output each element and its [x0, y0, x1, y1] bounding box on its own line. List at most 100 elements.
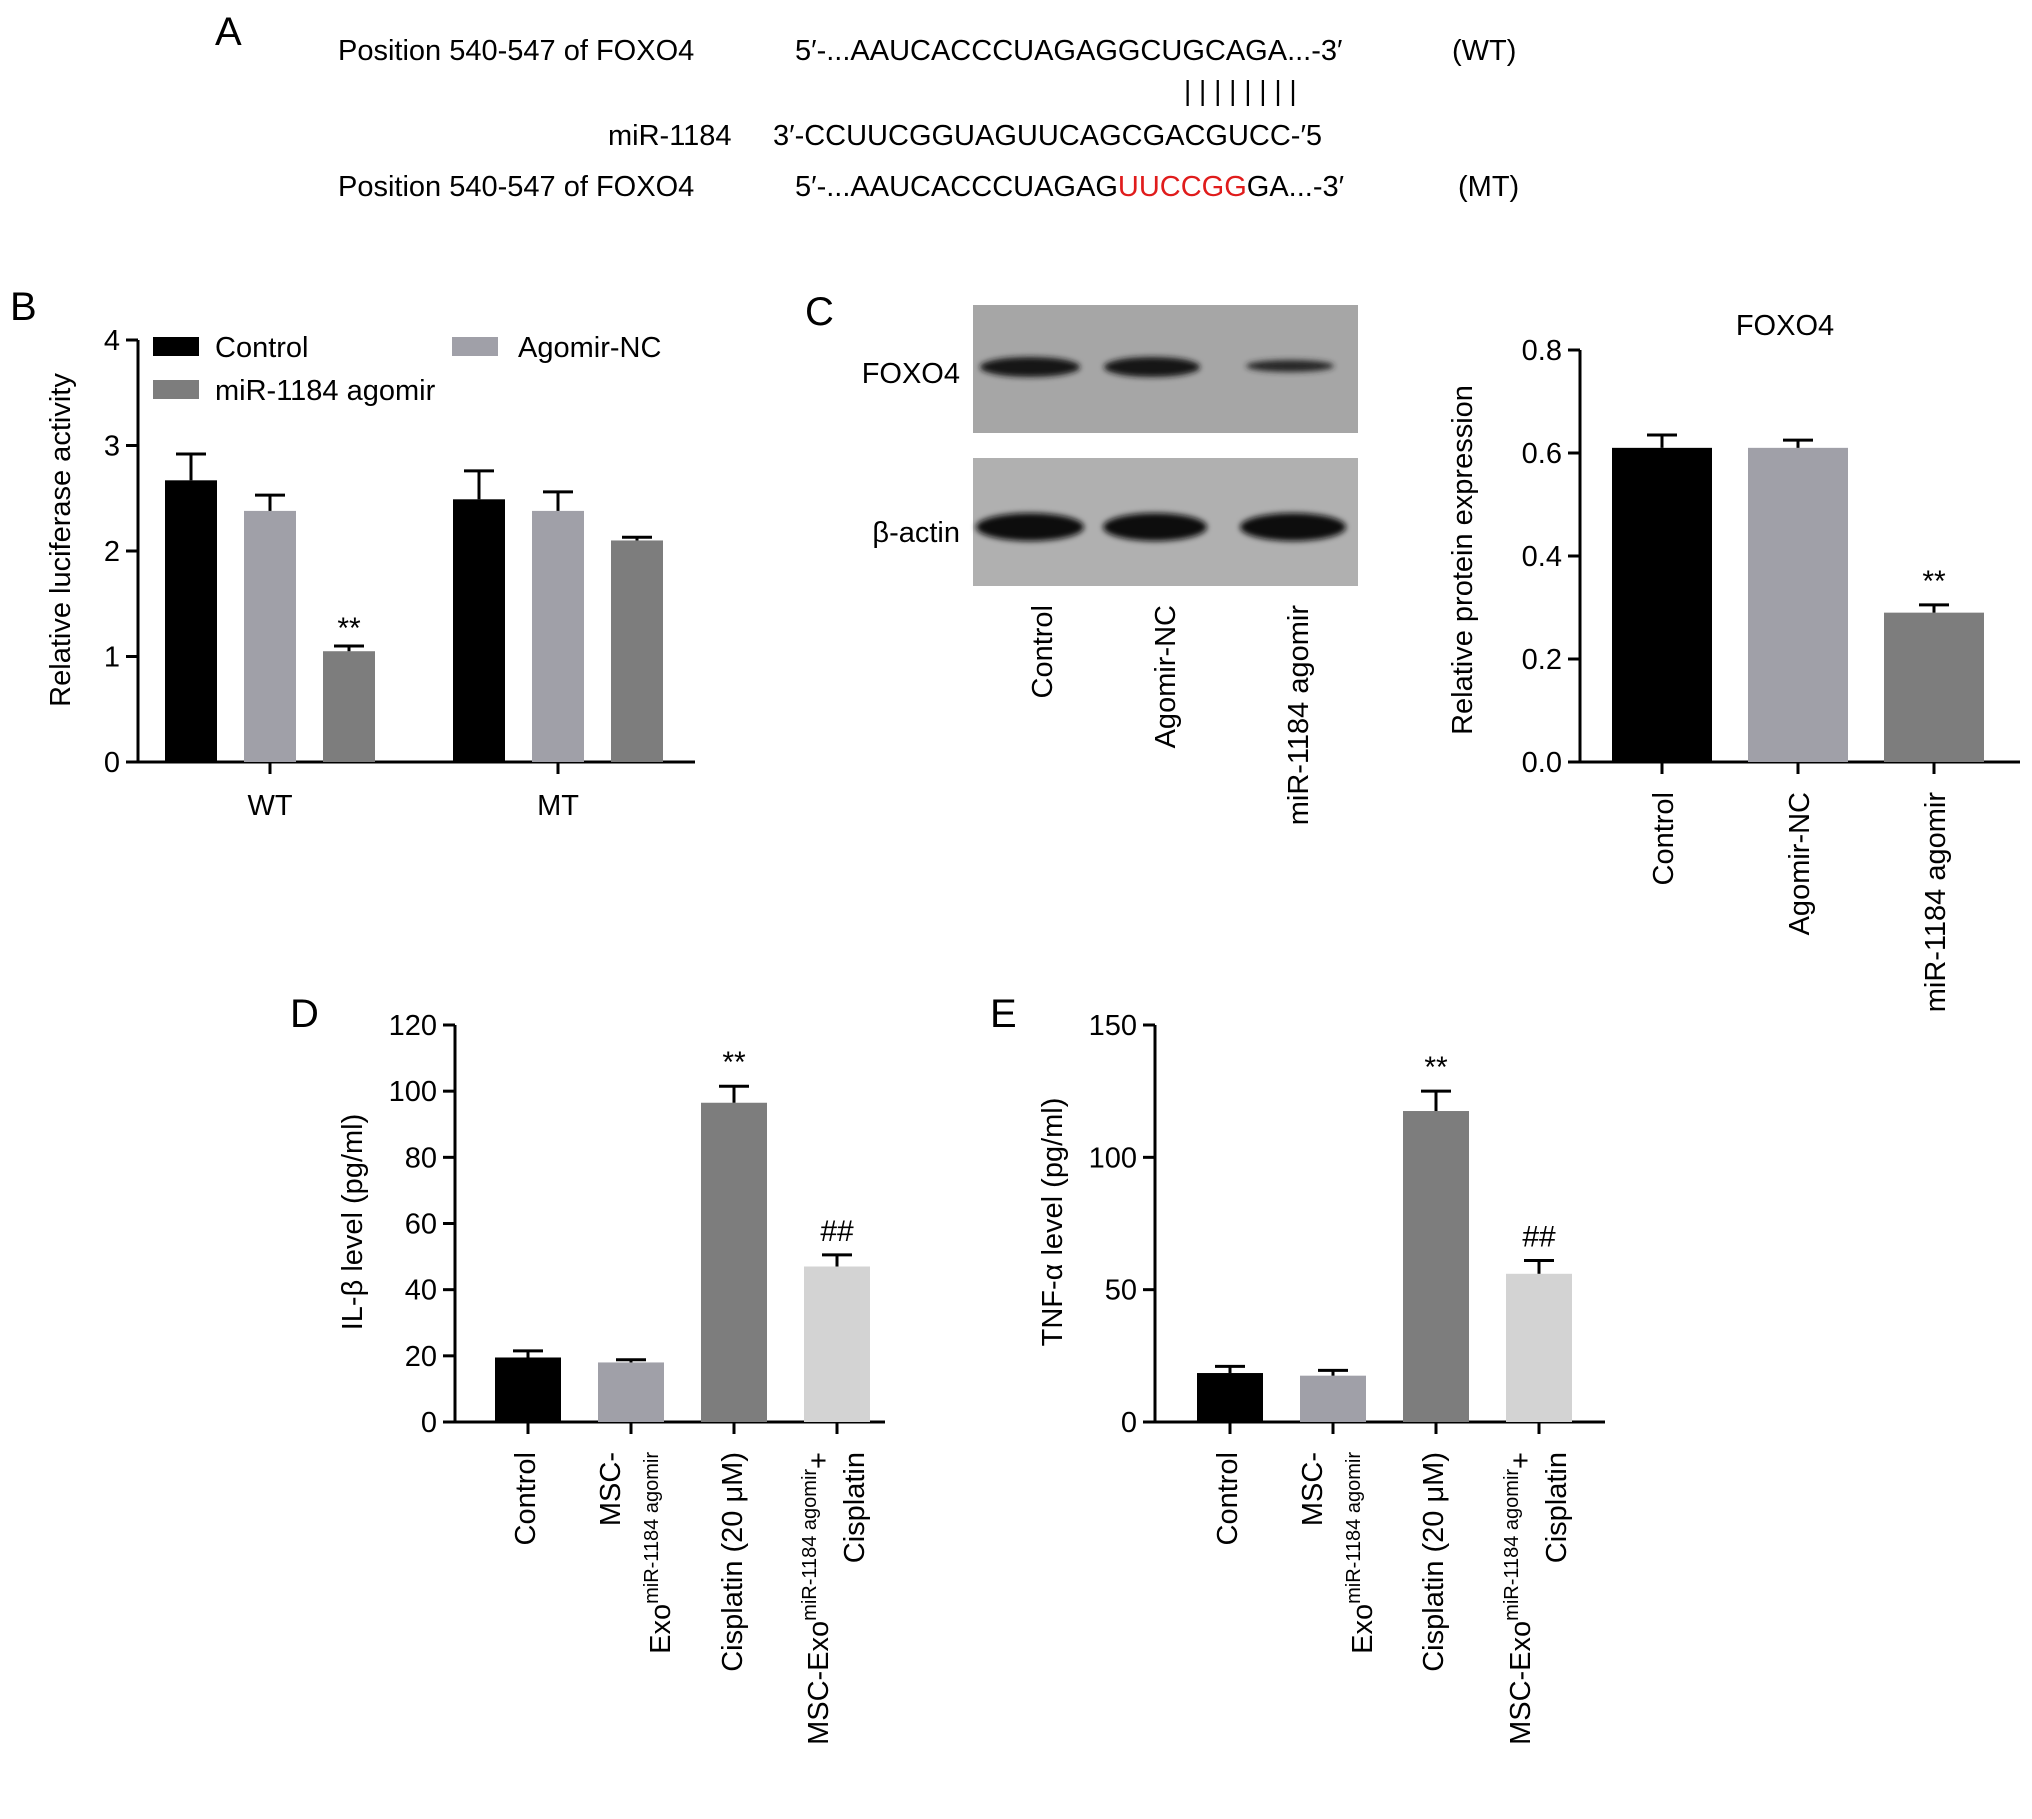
b-ytick-label: 1 — [104, 642, 120, 674]
legend-mir1184-agomir: miR-1184 agomir — [215, 375, 436, 407]
panel-c-letter: C — [805, 290, 834, 334]
d-xlabel-combo-line1: MSC-ExomiR-1184 agomir+ — [799, 1452, 835, 1745]
legend-swatch-agomir-nc — [452, 337, 498, 356]
row2-label: miR-1184 — [608, 120, 732, 152]
d-bars: ** ## — [495, 1046, 870, 1422]
c-ytick-label: 0.8 — [1522, 335, 1562, 367]
e-bar-2 — [1403, 1111, 1469, 1422]
d-xlabel-combo-plus: + — [803, 1452, 835, 1469]
b-axes: 0 1 2 3 4 WT MT — [104, 325, 695, 822]
panel-d-letter: D — [290, 992, 319, 1036]
e-bar-1 — [1300, 1375, 1366, 1422]
legend-swatch-control — [153, 337, 199, 356]
d-xlabel-combo-sup: miR-1184 agomir — [799, 1469, 821, 1621]
c-xtick-label: Agomir-NC — [1784, 792, 1816, 935]
e-xlabel-combo-line2: Cisplatin — [1541, 1452, 1573, 1563]
b-xtick-label: MT — [537, 790, 579, 822]
b-legend: Control miR-1184 agomir Agomir-NC — [153, 332, 661, 407]
b-ylabel: Relative luciferase activity — [45, 373, 77, 707]
panel-a: A Position 540-547 of FOXO4 5′-...AAUCAC… — [215, 10, 1519, 203]
b-significance: ** — [337, 612, 361, 645]
band-actin-agomir — [1240, 513, 1346, 541]
row3-prefix: 5′-...AAUCACCCUAGAG — [795, 171, 1118, 203]
d-bar-0 — [495, 1357, 561, 1422]
c-ytick-label: 0.2 — [1522, 644, 1562, 676]
e-xlabel-exo: ExomiR-1184 agomir — [1343, 1452, 1379, 1654]
band-actin-control — [976, 513, 1084, 541]
band-actin-agomir-nc — [1103, 513, 1207, 541]
d-xlabel-exo-sup: miR-1184 agomir — [641, 1452, 663, 1604]
b-ytick-label: 3 — [104, 431, 120, 463]
d-xlabel-exo: ExomiR-1184 agomir — [641, 1452, 677, 1654]
c-axes: 0.0 0.2 0.4 0.6 0.8 Control Agomir-NC miR-1184 … — [1522, 335, 2020, 1012]
row3-sequence: 5′-...AAUCACCCUAGAGUUCCGGGA...-3′ — [795, 171, 1344, 203]
e-xlabel-cisplatin: Cisplatin (20 μM) — [1418, 1452, 1450, 1672]
b-xtick-label: WT — [247, 790, 292, 822]
d-ytick-label: 100 — [389, 1076, 437, 1108]
e-xlabel-combo-exo: MSC-Exo — [1505, 1621, 1537, 1745]
d-bar-2 — [701, 1102, 767, 1422]
panel-b: B Relative luciferase activity 0 1 2 3 4 WT MT… — [10, 285, 695, 822]
pairing-marks: | | | | | | | | — [1184, 75, 1297, 106]
d-xlabel-cisplatin: Cisplatin (20 μM) — [717, 1452, 749, 1672]
b-ytick-label: 4 — [104, 325, 120, 357]
blot-label-actin: β-actin — [872, 517, 960, 549]
b-bar-WT-0 — [165, 480, 217, 762]
c-bar-0 — [1612, 447, 1712, 762]
blot-lane-agomir: miR-1184 agomir — [1283, 605, 1315, 826]
blot-lane-agomir-nc: Agomir-NC — [1150, 605, 1182, 748]
c-xtick-label: miR-1184 agomir — [1920, 792, 1952, 1013]
b-bar-WT-1 — [244, 510, 296, 762]
c-xtick-label: Control — [1648, 792, 1680, 886]
d-xlabel-combo-exo: MSC-Exo — [803, 1621, 835, 1745]
e-significance: ## — [1522, 1221, 1556, 1254]
b-bar-MT-2 — [611, 540, 663, 762]
e-ytick-label: 50 — [1105, 1275, 1137, 1307]
e-bars: ** ## — [1197, 1051, 1572, 1422]
e-xlabel-combo-line1: MSC-ExomiR-1184 agomir+ — [1501, 1452, 1537, 1745]
panel-b-letter: B — [10, 285, 37, 329]
d-ytick-label: 20 — [405, 1341, 437, 1373]
panel-e: E TNF-α level (pg/ml) 0 50 100 150 ** ## Con… — [990, 992, 1605, 1745]
band-foxo4-agomir-nc — [1104, 357, 1200, 377]
e-ytick-label: 150 — [1089, 1010, 1137, 1042]
d-xlabels: Control MSC- ExomiR-1184 agomir Cisplati… — [510, 1452, 871, 1745]
d-ytick-label: 120 — [389, 1010, 437, 1042]
d-ylabel: IL-β level (pg/ml) — [337, 1114, 369, 1331]
b-bar-WT-2 — [323, 651, 375, 762]
d-significance: ## — [820, 1215, 854, 1248]
e-bar-3 — [1506, 1273, 1572, 1422]
row3-label: Position 540-547 of FOXO4 — [338, 171, 694, 203]
d-significance: ** — [722, 1046, 746, 1079]
panel-d: D IL-β level (pg/ml) 0 20 40 60 80 100 120 ** #… — [290, 992, 885, 1745]
row1-sequence: 5′-...AAUCACCCUAGAGGCUGCAGA...-3′ — [795, 35, 1342, 67]
row1-suffix: (WT) — [1452, 35, 1516, 67]
d-xlabel-msc-prefix: MSC- — [595, 1452, 627, 1526]
e-xlabel-combo-sup: miR-1184 agomir — [1501, 1469, 1523, 1621]
e-ytick-label: 100 — [1089, 1142, 1137, 1174]
c-bars: ** — [1612, 433, 1984, 762]
e-ylabel: TNF-α level (pg/ml) — [1037, 1098, 1069, 1347]
c-bar-1 — [1748, 447, 1848, 762]
d-xlabel-combo-line2: Cisplatin — [839, 1452, 871, 1563]
row3-mutated: UUCCGG — [1118, 171, 1247, 203]
e-xlabel-exo-main: Exo — [1347, 1604, 1379, 1654]
c-significance: ** — [1922, 565, 1946, 598]
e-xlabel-msc-prefix: MSC- — [1297, 1452, 1329, 1526]
panel-c: C FOXO4 β-actin Control Agomir-NC miR-11… — [805, 290, 2020, 1012]
c-title: FOXO4 — [1736, 310, 1834, 342]
d-xlabel-control: Control — [510, 1452, 542, 1546]
row2-sequence: 3′-CCUUCGGUAGUUCAGCGACGUCC-′5 — [773, 120, 1322, 152]
e-xlabel-control: Control — [1212, 1452, 1244, 1546]
c-ytick-label: 0.0 — [1522, 747, 1562, 779]
c-bar-2 — [1884, 612, 1984, 762]
legend-swatch-agomir — [153, 380, 199, 399]
e-xlabel-combo-plus: + — [1505, 1452, 1537, 1469]
row1-label: Position 540-547 of FOXO4 — [338, 35, 694, 67]
d-ytick-label: 60 — [405, 1209, 437, 1241]
panel-e-letter: E — [990, 992, 1017, 1036]
western-blot: FOXO4 β-actin Control Agomir-NC miR-1184… — [862, 305, 1358, 825]
d-ytick-label: 40 — [405, 1275, 437, 1307]
row3-suffix: (MT) — [1458, 171, 1519, 203]
